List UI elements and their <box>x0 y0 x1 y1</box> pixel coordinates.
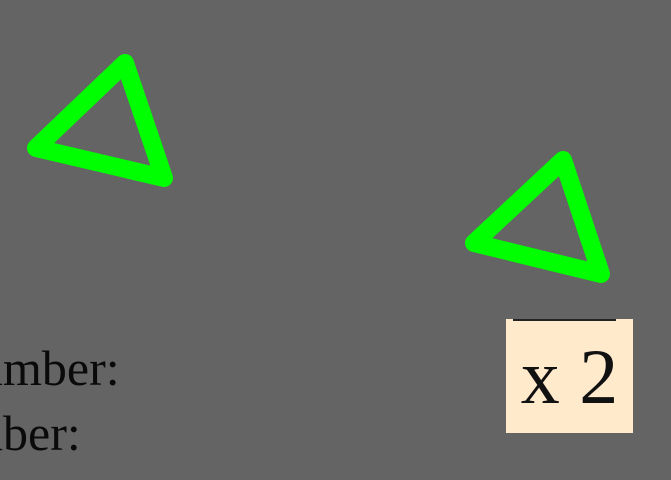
text-line-number-2: nber: <box>0 405 81 461</box>
triangle-right-icon <box>465 151 610 283</box>
multiplier-box: x 2 <box>506 319 633 433</box>
triangle-left-icon <box>27 54 173 187</box>
multiplier-label: x 2 <box>520 333 619 420</box>
text-line-number-1: umber: <box>0 340 120 396</box>
